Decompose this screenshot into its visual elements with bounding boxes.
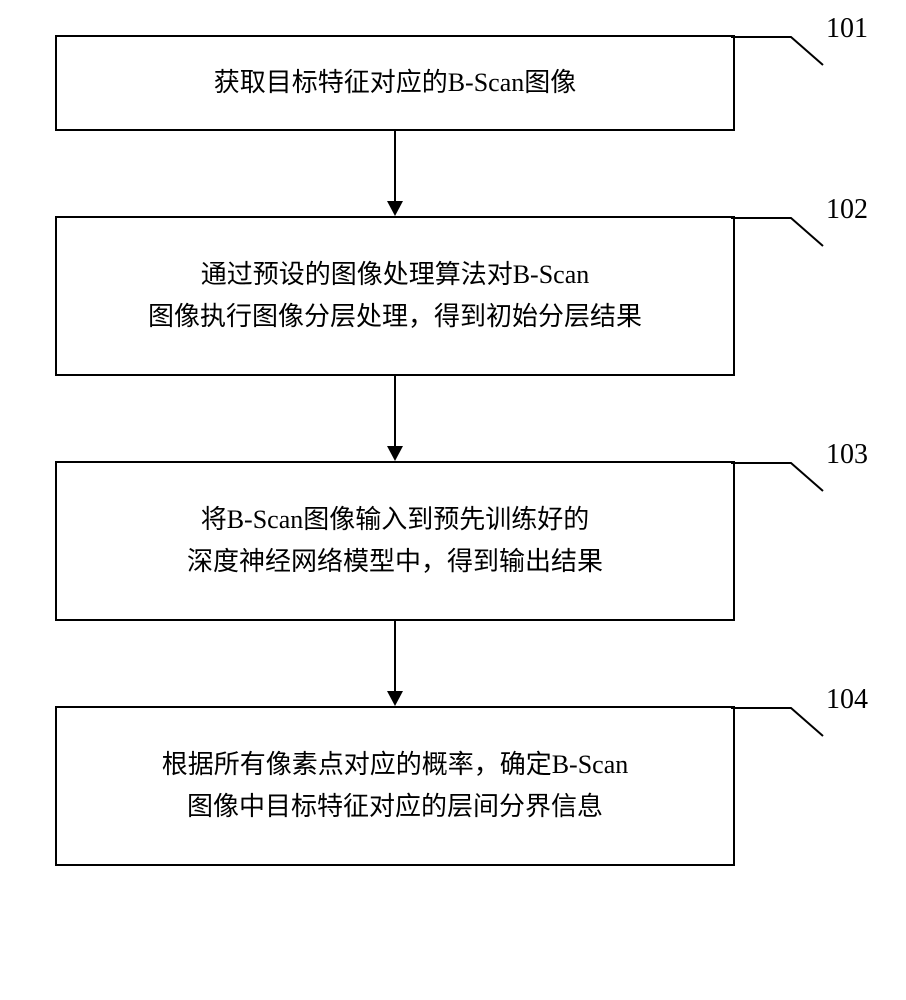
arrow-2-to-3 (55, 376, 735, 461)
arrow-svg-2 (380, 376, 410, 461)
step-1-label: 101 (826, 13, 868, 45)
step-1-text: 获取目标特征对应的B-Scan图像 (214, 62, 577, 104)
step-2-label: 102 (826, 194, 868, 226)
flowchart-container: 获取目标特征对应的B-Scan图像 101 通过预设的图像处理算法对B-Scan… (55, 35, 875, 866)
arrow-svg-3 (380, 621, 410, 706)
flowchart-step-3: 将B-Scan图像输入到预先训练好的 深度神经网络模型中，得到输出结果 103 (55, 461, 735, 621)
step-4-line1: 根据所有像素点对应的概率，确定B-Scan (162, 750, 629, 779)
leader-line-1 (731, 31, 841, 71)
step-2-line2: 图像执行图像分层处理，得到初始分层结果 (148, 302, 642, 331)
flowchart-step-2: 通过预设的图像处理算法对B-Scan 图像执行图像分层处理，得到初始分层结果 1… (55, 216, 735, 376)
step-4-line2: 图像中目标特征对应的层间分界信息 (187, 792, 603, 821)
arrow-svg-1 (380, 131, 410, 216)
step-3-line1: 将B-Scan图像输入到预先训练好的 (201, 505, 590, 534)
flowchart-step-1: 获取目标特征对应的B-Scan图像 101 (55, 35, 735, 131)
step-4-text: 根据所有像素点对应的概率，确定B-Scan 图像中目标特征对应的层间分界信息 (162, 744, 629, 827)
step-2-line1: 通过预设的图像处理算法对B-Scan (201, 260, 590, 289)
step-2-text: 通过预设的图像处理算法对B-Scan 图像执行图像分层处理，得到初始分层结果 (148, 254, 642, 337)
leader-line-2 (731, 212, 841, 252)
leader-line-3 (731, 457, 841, 497)
arrow-3-to-4 (55, 621, 735, 706)
step-3-label: 103 (826, 439, 868, 471)
leader-line-4 (731, 702, 841, 742)
arrow-1-to-2 (55, 131, 735, 216)
flowchart-step-4: 根据所有像素点对应的概率，确定B-Scan 图像中目标特征对应的层间分界信息 1… (55, 706, 735, 866)
step-4-label: 104 (826, 684, 868, 716)
step-3-text: 将B-Scan图像输入到预先训练好的 深度神经网络模型中，得到输出结果 (187, 499, 603, 582)
step-3-line2: 深度神经网络模型中，得到输出结果 (187, 547, 603, 576)
